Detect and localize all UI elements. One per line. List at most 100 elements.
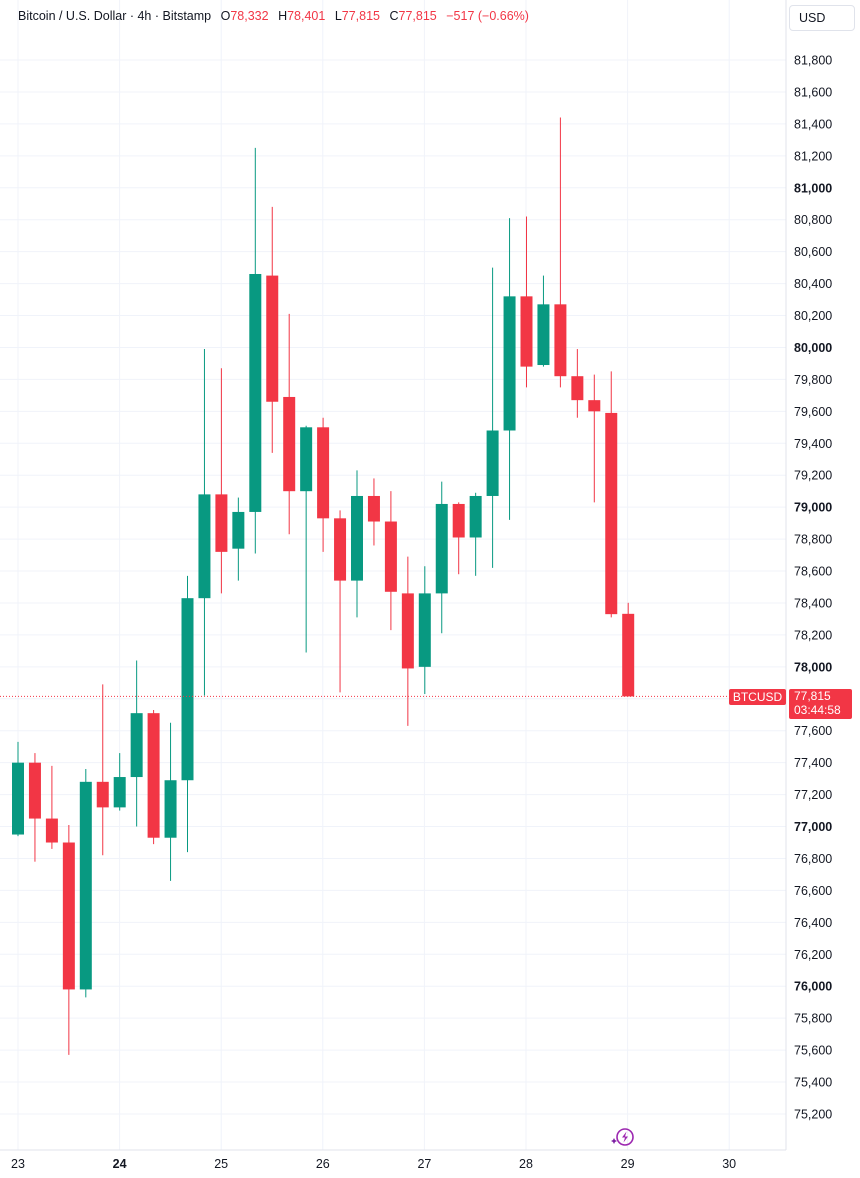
price-tick-label: 77,400 xyxy=(794,756,832,770)
candle-body xyxy=(147,713,160,838)
candle-body xyxy=(384,521,397,592)
price-tick-label: 79,000 xyxy=(794,501,832,515)
price-tick-label: 80,400 xyxy=(794,277,832,291)
candle[interactable] xyxy=(12,741,24,837)
price-tick-label: 79,200 xyxy=(794,469,832,483)
candle-body xyxy=(215,494,228,552)
price-tick-label: 80,600 xyxy=(794,245,832,259)
price-tick-label: 77,600 xyxy=(794,724,832,738)
price-tick-label: 79,600 xyxy=(794,405,832,419)
candle-body xyxy=(266,275,279,402)
candle[interactable] xyxy=(351,470,363,618)
price-axis: 75,200 75,400 75,600 75,800 76,000 76,200 76,4… xyxy=(794,54,832,1122)
candle-body xyxy=(232,511,245,549)
candle-body xyxy=(198,494,211,599)
candle[interactable] xyxy=(96,684,109,856)
candle[interactable] xyxy=(486,267,499,568)
price-tick-label: 76,400 xyxy=(794,916,832,930)
candle-body xyxy=(554,304,567,377)
candle[interactable] xyxy=(622,602,635,697)
price-tick-label: 75,200 xyxy=(794,1108,832,1122)
candle[interactable] xyxy=(215,368,228,594)
candle-body xyxy=(130,713,143,778)
candle[interactable] xyxy=(588,374,601,503)
low-label: L xyxy=(334,9,342,23)
candle[interactable] xyxy=(401,556,414,726)
low-value: 77,815 xyxy=(341,9,380,23)
open-label: O xyxy=(220,9,231,23)
candle-body xyxy=(418,593,431,667)
price-tick-label: 75,600 xyxy=(794,1044,832,1058)
candle[interactable] xyxy=(113,753,126,811)
price-tick-label: 81,400 xyxy=(794,117,832,131)
candle-body xyxy=(622,613,635,697)
last-price-label: 77,815 03:44:58 xyxy=(789,689,852,719)
candle[interactable] xyxy=(452,502,465,575)
candle[interactable] xyxy=(147,709,160,845)
candle[interactable] xyxy=(503,218,516,520)
candle[interactable] xyxy=(418,566,431,694)
candle[interactable] xyxy=(62,824,75,1055)
candle[interactable] xyxy=(28,753,41,862)
candle[interactable] xyxy=(317,417,330,552)
candle[interactable] xyxy=(435,481,448,634)
lightning-bolt-icon[interactable] xyxy=(610,1126,636,1148)
time-axis: 23 24 25 26 27 28 29 30 xyxy=(11,1157,736,1171)
time-tick-label: 27 xyxy=(417,1157,431,1171)
open-value: 78,332 xyxy=(230,9,269,23)
candle[interactable] xyxy=(520,216,533,388)
candle-body xyxy=(249,273,262,512)
candle[interactable] xyxy=(45,765,58,849)
candle-body xyxy=(79,781,92,990)
price-tick-label: 76,000 xyxy=(794,980,832,994)
candle[interactable] xyxy=(130,660,143,827)
candle-body xyxy=(588,400,601,412)
candle-body xyxy=(486,430,499,496)
currency-button[interactable]: USD xyxy=(789,5,855,31)
candle-body xyxy=(181,598,194,781)
symbol-info: Bitcoin / U.S. Dollar · 4h · Bitstamp xyxy=(18,9,212,23)
candle[interactable] xyxy=(300,425,313,653)
time-tick-label: 26 xyxy=(316,1157,330,1171)
candle-body xyxy=(334,518,347,581)
candle-body xyxy=(367,495,380,522)
price-tick-label: 75,400 xyxy=(794,1076,832,1090)
price-tick-label: 78,400 xyxy=(794,596,832,610)
candle[interactable] xyxy=(164,722,177,881)
candle-body xyxy=(351,495,363,581)
candle[interactable] xyxy=(571,349,584,418)
candle[interactable] xyxy=(249,147,262,554)
candle[interactable] xyxy=(266,206,279,453)
candle[interactable] xyxy=(537,275,550,367)
candle[interactable] xyxy=(334,510,347,693)
price-tick-label: 78,800 xyxy=(794,533,832,547)
price-tick-label: 81,000 xyxy=(794,181,832,195)
price-tick-label: 81,800 xyxy=(794,54,832,68)
candle-body xyxy=(45,818,58,843)
time-tick-label: 28 xyxy=(519,1157,533,1171)
price-tick-label: 75,800 xyxy=(794,1012,832,1026)
price-tick-label: 79,400 xyxy=(794,437,832,451)
price-tick-label: 77,200 xyxy=(794,788,832,802)
candle-body xyxy=(300,427,313,492)
candle[interactable] xyxy=(384,491,397,631)
last-price-value: 77,815 xyxy=(794,689,831,703)
candle-body xyxy=(469,495,482,538)
candle[interactable] xyxy=(232,497,245,581)
candle[interactable] xyxy=(605,371,618,618)
time-tick-label: 23 xyxy=(11,1157,25,1171)
candle[interactable] xyxy=(367,478,380,546)
candle[interactable] xyxy=(469,492,482,576)
candle-body xyxy=(28,762,41,819)
candle[interactable] xyxy=(198,349,211,696)
bar-countdown: 03:44:58 xyxy=(794,703,841,717)
candle[interactable] xyxy=(554,117,567,388)
change-value: −517 (−0.66%) xyxy=(446,9,529,23)
time-tick-label: 24 xyxy=(113,1157,127,1171)
candle[interactable] xyxy=(181,575,194,853)
legend-header: Bitcoin / U.S. Dollar · 4h · Bitstamp O7… xyxy=(18,9,529,23)
candle[interactable] xyxy=(79,769,92,998)
candle[interactable] xyxy=(283,313,296,535)
symbol-price-label: BTCUSD xyxy=(729,689,786,705)
